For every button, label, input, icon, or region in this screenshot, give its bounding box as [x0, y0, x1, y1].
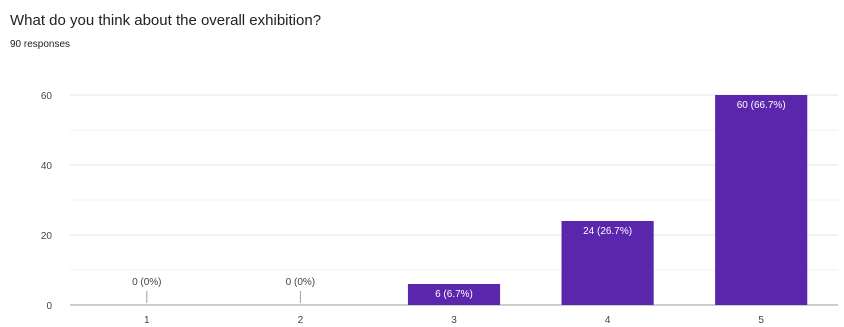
x-tick-label: 1: [144, 315, 150, 326]
data-label-3: 6 (6.7%): [435, 289, 473, 300]
chart-bars: [407, 95, 808, 305]
x-tick-label: 3: [451, 315, 457, 326]
x-tick-label: 5: [758, 315, 764, 326]
bar-3: [407, 284, 501, 305]
question-title: What do you think about the overall exhi…: [10, 12, 322, 29]
x-tick-label: 2: [298, 315, 304, 326]
data-label-1: 0 (0%): [132, 277, 161, 288]
chart-tick-labels: 0 20 40 60 1 2 3 4 5: [41, 91, 765, 326]
response-count: 90 responses: [10, 39, 71, 50]
data-label-4: 24 (26.7%): [583, 226, 632, 237]
x-tick-label: 4: [605, 315, 611, 326]
y-tick-label: 40: [41, 161, 53, 172]
data-label-5: 60 (66.7%): [737, 100, 786, 111]
bar-4: [561, 221, 654, 305]
bar-5: [715, 95, 808, 305]
y-tick-label: 20: [41, 231, 53, 242]
y-tick-label: 0: [46, 301, 52, 312]
y-tick-label: 60: [41, 91, 53, 102]
chart-data-labels: 0 (0%) 0 (0%) 6 (6.7%) 24 (26.7%) 60 (66.7%): [132, 100, 786, 303]
data-label-2: 0 (0%): [286, 277, 315, 288]
